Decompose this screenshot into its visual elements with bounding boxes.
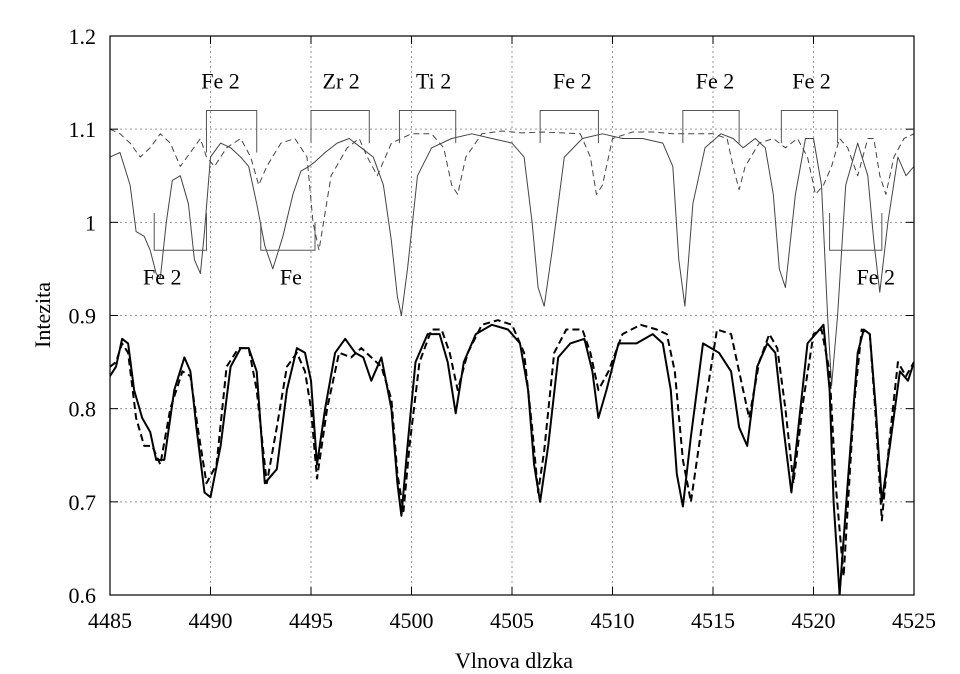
y-tick-label: 0.8 [69,397,97,422]
x-tick-label: 4525 [892,608,936,633]
series-line-thick-solid [110,323,914,595]
series-line-thin-dashed [110,128,914,251]
series-layer [110,128,914,595]
line-id-bracket [260,222,316,251]
line-id-label: Fe 2 [553,69,592,94]
line-id-bracket [539,110,599,144]
grid [110,36,914,595]
y-tick-label: 1 [85,210,96,235]
line-id-bracket [682,110,740,144]
x-tick-label: 4485 [88,608,132,633]
y-tick-label: 1.2 [69,24,97,49]
line-id-label: Fe 2 [143,264,182,289]
line-id-label: Fe [280,264,302,289]
x-tick-label: 4505 [490,608,534,633]
line-id-label: Fe 2 [201,69,240,94]
x-tick-label: 4510 [591,608,635,633]
x-tick-label: 4515 [691,608,735,633]
series-line-thick-dashed [110,319,914,578]
line-id-label: Ti 2 [416,69,451,94]
x-tick-label: 4520 [792,608,836,633]
line-id-label: Zr 2 [323,69,360,94]
line-id-bracket [780,110,839,144]
y-tick-label: 0.7 [69,490,97,515]
series-line-thin-solid [110,133,914,386]
line-id-bracket [205,110,258,153]
line-id-bracket [310,110,370,144]
line-id-label: Fe 2 [696,69,735,94]
x-axis-title: Vlnova dlzka [455,648,573,673]
y-tick-label: 1.1 [69,117,97,142]
x-tick-label: 4495 [289,608,333,633]
x-tick-label: 4500 [390,608,434,633]
x-tick-label: 4490 [189,608,233,633]
line-id-label: Fe 2 [857,264,896,289]
axes: 4485 4490 4495 4500 4505 4510 4515 4520 4525 0.6 0… [69,24,937,633]
line-identification-layer: Fe 2 Zr 2 Ti 2 Fe 2 Fe 2 Fe 2 Fe 2 Fe Fe 2 [143,69,895,290]
y-tick-label: 0.9 [69,304,97,329]
line-id-bracket [153,213,207,251]
y-tick-label: 0.6 [69,583,97,608]
line-id-label: Fe 2 [792,69,831,94]
line-id-bracket [398,110,457,144]
line-id-bracket [829,213,883,251]
plot-frame [109,35,915,596]
y-axis-title: Intezita [30,282,55,348]
